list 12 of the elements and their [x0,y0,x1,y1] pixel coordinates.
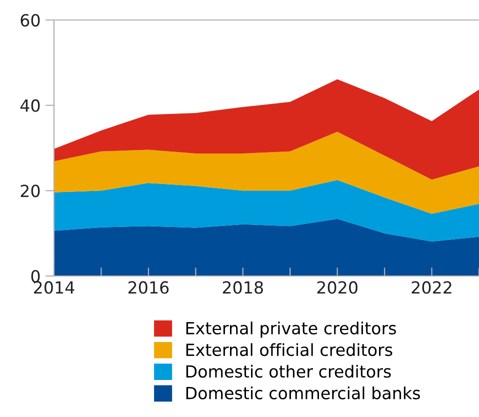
legend-label: External official creditors [186,343,392,356]
legend-label: External private creditors [186,322,396,338]
x-tick-label: 2016 [128,281,169,294]
legend-label: Domestic commercial banks [186,386,420,400]
y-tick-label: 40 [20,99,40,112]
x-tick-label: 2020 [317,281,358,294]
legend-label: Domestic other creditors [186,364,391,378]
x-tick-label: 2018 [222,281,263,294]
x-tick-label: 2022 [412,281,452,294]
y-tick-label: 20 [20,184,40,198]
y-tick-label: 60 [20,14,40,27]
x-tick-label: 2014 [34,281,74,294]
